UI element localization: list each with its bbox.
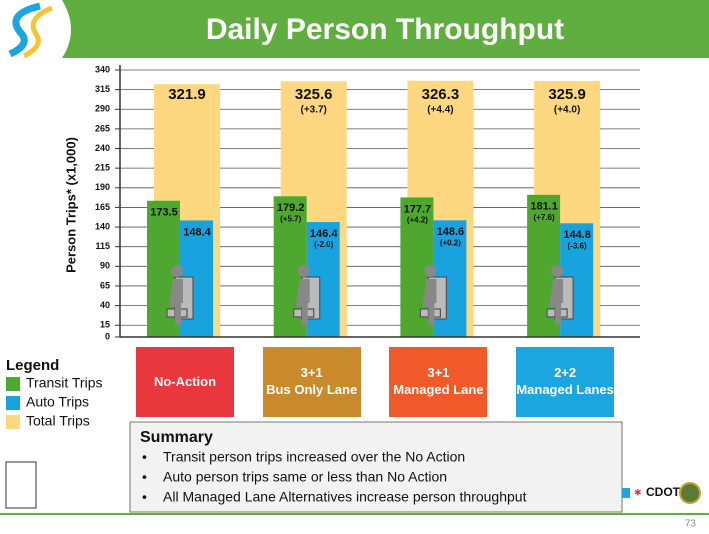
data-label: 321.9 — [168, 86, 206, 103]
summary-box — [129, 421, 623, 513]
y-axis-label: Person Trips* (x1,000) — [63, 137, 78, 273]
data-label: 181.1 — [530, 201, 558, 213]
category-box: 2+2 Managed Lanes — [516, 347, 615, 417]
data-label: 325.9 — [548, 86, 586, 103]
cdot-star: ✱ — [634, 487, 642, 497]
title: Daily Person Throughput — [206, 13, 564, 46]
y-tick-label: 65 — [100, 280, 110, 290]
y-tick-label: 265 — [95, 123, 110, 133]
data-label: 148.6 — [437, 226, 465, 238]
summary-bullet: All Managed Lane Alternatives increase p… — [163, 489, 527, 505]
person-icon — [551, 265, 564, 277]
change-label: (+4.2) — [407, 216, 428, 225]
data-label: 179.2 — [277, 202, 305, 214]
page-number: 73 — [685, 519, 697, 530]
y-tick-label: 240 — [95, 143, 110, 153]
person-icon — [297, 265, 310, 277]
cdot-mark — [622, 488, 630, 498]
y-tick-label: 340 — [95, 64, 110, 74]
change-label: (+3.7) — [300, 105, 326, 116]
bullet: • — [142, 469, 147, 485]
y-tick-label: 165 — [95, 202, 110, 212]
y-tick-label: 190 — [95, 182, 110, 192]
logo-swirl — [8, 2, 41, 58]
y-tick-label: 140 — [95, 221, 110, 231]
y-tick-label: 90 — [100, 261, 110, 271]
bullet: • — [142, 449, 147, 465]
data-label: 177.7 — [404, 203, 432, 215]
legend-label: Auto Trips — [26, 394, 89, 410]
change-label: (+7.6) — [534, 213, 555, 222]
legend-label: Transit Trips — [26, 375, 103, 391]
data-label: 326.3 — [422, 86, 460, 103]
person-icon — [169, 279, 183, 325]
header-band — [0, 0, 709, 58]
change-label: (+5.7) — [280, 214, 301, 223]
person-icon — [171, 265, 183, 277]
y-tick-label: 15 — [100, 320, 110, 330]
data-label: 325.6 — [295, 86, 333, 103]
person-icon — [422, 279, 437, 325]
legend-swatch — [6, 377, 20, 391]
y-tick-label: 215 — [95, 163, 110, 173]
legend-swatch — [6, 396, 20, 410]
footer-logo-left — [5, 461, 37, 509]
logo-swirl — [22, 5, 53, 59]
legend-label: Total Trips — [26, 413, 90, 429]
person-icon — [295, 279, 310, 325]
change-label: (+4.0) — [554, 105, 580, 116]
category-box: No-Action — [136, 347, 234, 417]
legend-swatch — [6, 415, 20, 429]
y-tick-label: 115 — [95, 241, 110, 251]
bullet: • — [142, 489, 147, 505]
data-label: 144.8 — [563, 229, 591, 241]
summary-bullet: Transit person trips increased over the … — [163, 449, 465, 465]
person-icon — [424, 265, 437, 277]
change-label: (-2.0) — [314, 240, 333, 249]
change-label: (+0.2) — [440, 238, 461, 247]
person-icon — [549, 279, 564, 325]
y-tick-label: 0 — [105, 331, 110, 341]
data-label: 148.4 — [183, 226, 211, 238]
seal — [679, 482, 701, 504]
y-tick-label: 315 — [95, 84, 110, 94]
data-label: 173.5 — [150, 207, 178, 219]
category-box: 3+1 Managed Lane — [389, 347, 488, 417]
cdot-logo: CDOT — [646, 485, 681, 499]
change-label: (+4.4) — [427, 105, 453, 116]
legend-title: Legend — [6, 357, 59, 374]
y-tick-label: 290 — [95, 104, 110, 114]
y-tick-label: 40 — [100, 300, 110, 310]
category-box: 3+1 Bus Only Lane — [262, 347, 361, 417]
change-label: (-3.6) — [568, 241, 587, 250]
summary-bullet: Auto person trips same or less than No A… — [163, 469, 447, 485]
summary-title: Summary — [140, 429, 213, 446]
data-label: 146.4 — [310, 228, 338, 240]
